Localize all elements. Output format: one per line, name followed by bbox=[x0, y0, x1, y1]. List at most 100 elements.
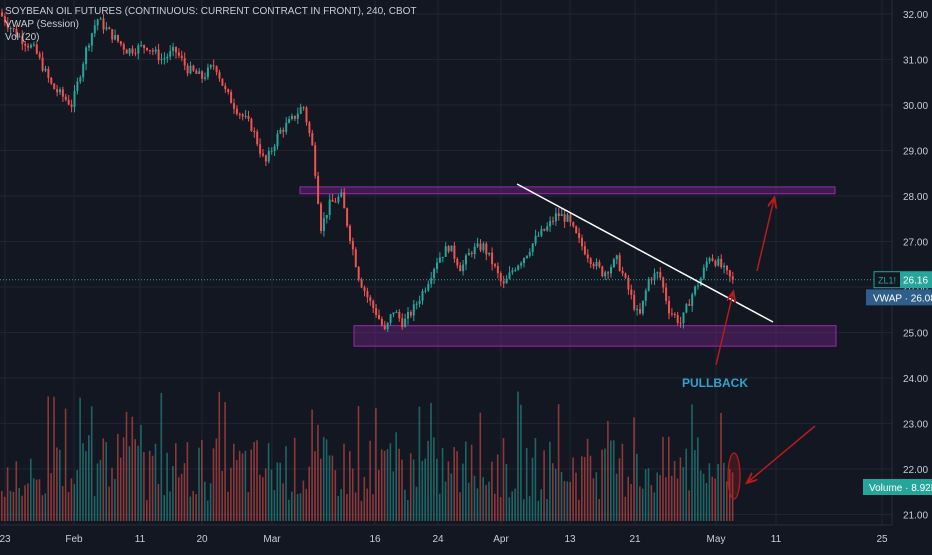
price-candles bbox=[1, 8, 734, 332]
time-tick-label: Feb bbox=[65, 534, 83, 545]
volume-bar bbox=[322, 436, 325, 521]
candle-body bbox=[554, 213, 557, 222]
candle-body bbox=[665, 287, 668, 301]
price-tick-label: 30.00 bbox=[903, 101, 928, 112]
volume-bar bbox=[282, 483, 284, 521]
volume-bar bbox=[134, 439, 136, 521]
axes: 32.00 31.00 30.00 29.00 28.00 27.00 26.00 25.00… bbox=[0, 0, 928, 545]
volume-bar bbox=[288, 499, 290, 521]
candle-body bbox=[560, 214, 563, 217]
candle-body bbox=[711, 258, 714, 261]
candle-body bbox=[172, 46, 175, 51]
volume-bar bbox=[128, 446, 131, 521]
volume-bar bbox=[415, 486, 418, 521]
candle-body bbox=[499, 273, 502, 282]
candle-body bbox=[363, 287, 366, 292]
volume-bar bbox=[206, 500, 209, 521]
symbol-title[interactable]: SOYBEAN OIL FUTURES (CONTINUOUS: CURRENT… bbox=[5, 6, 417, 17]
volume-bar bbox=[224, 402, 226, 521]
candle-body bbox=[262, 153, 264, 156]
candle-body bbox=[247, 115, 250, 119]
volume-bar bbox=[337, 496, 339, 521]
volume-bar bbox=[93, 496, 96, 521]
volume-bar bbox=[554, 468, 557, 521]
candle-body bbox=[494, 264, 496, 266]
volume-bar bbox=[595, 472, 598, 521]
candle-body bbox=[206, 67, 209, 78]
candle-body bbox=[331, 199, 334, 202]
candle-body bbox=[456, 258, 459, 266]
volume-bar bbox=[308, 466, 310, 521]
candle-body bbox=[540, 228, 543, 236]
volume-bar bbox=[296, 493, 299, 521]
candle-body bbox=[438, 257, 441, 263]
candle-body bbox=[723, 265, 726, 268]
volume-bar bbox=[259, 474, 261, 521]
volume-bar bbox=[702, 473, 705, 521]
candle-body bbox=[447, 246, 450, 252]
candle-body bbox=[53, 83, 56, 90]
volume-bar bbox=[238, 450, 241, 521]
volume-bar bbox=[528, 496, 531, 521]
volume-indicator-label[interactable]: Vol (20) bbox=[5, 32, 40, 43]
volume-bar bbox=[180, 473, 183, 521]
volume-bar bbox=[494, 493, 496, 521]
volume-bar bbox=[340, 489, 342, 521]
volume-bar bbox=[157, 484, 160, 521]
volume-bar bbox=[607, 421, 609, 521]
volume-bar bbox=[183, 463, 186, 521]
resistance-zone bbox=[299, 186, 836, 195]
volume-bar bbox=[601, 449, 603, 521]
volume-bar bbox=[728, 468, 731, 521]
time-tick-label: 24 bbox=[432, 534, 444, 545]
volume-bar bbox=[438, 493, 441, 521]
candle-body bbox=[32, 44, 35, 46]
candle-body bbox=[682, 312, 685, 324]
candle-body bbox=[148, 50, 151, 52]
candle-body bbox=[575, 226, 578, 234]
volume-bar bbox=[641, 488, 644, 521]
volume-bar bbox=[221, 470, 223, 521]
volume-bar bbox=[262, 477, 264, 521]
candle-body bbox=[285, 122, 288, 132]
candle-body bbox=[615, 255, 618, 260]
volume-bar bbox=[563, 481, 566, 521]
candle-body bbox=[119, 41, 122, 45]
candle-body bbox=[128, 48, 131, 54]
volume-bar bbox=[372, 494, 374, 521]
candle-body bbox=[662, 277, 665, 288]
candle-body bbox=[276, 133, 279, 147]
candle-body bbox=[369, 297, 372, 301]
time-tick-label: 11 bbox=[771, 534, 782, 545]
candle-body bbox=[114, 34, 117, 40]
candle-body bbox=[56, 89, 59, 93]
candle-body bbox=[140, 45, 143, 47]
volume-bar bbox=[389, 443, 392, 521]
price-tick-label: 29.00 bbox=[903, 147, 928, 158]
candle-body bbox=[366, 291, 369, 298]
candle-body bbox=[517, 265, 520, 270]
candle-body bbox=[322, 218, 325, 232]
volume-bar bbox=[204, 481, 206, 521]
candle-body bbox=[589, 258, 592, 265]
candle-body bbox=[96, 19, 99, 26]
volume-bar bbox=[270, 469, 273, 521]
price-tick-label: 25.00 bbox=[903, 329, 928, 340]
candle-body bbox=[726, 265, 728, 271]
candle-body bbox=[163, 58, 166, 60]
volume-bar bbox=[30, 458, 32, 521]
volume-bar bbox=[557, 404, 560, 521]
volume-bar bbox=[169, 491, 171, 521]
vwap-indicator-label[interactable]: VWAP (Session) bbox=[5, 19, 79, 30]
volume-bar bbox=[514, 488, 516, 521]
volume-bar bbox=[502, 438, 505, 521]
candle-body bbox=[598, 261, 601, 267]
volume-bar bbox=[462, 463, 464, 521]
candle-body bbox=[64, 96, 67, 100]
candle-body bbox=[508, 272, 511, 279]
candle-body bbox=[93, 25, 96, 34]
volume-bar bbox=[305, 488, 308, 521]
candle-body bbox=[476, 243, 479, 247]
